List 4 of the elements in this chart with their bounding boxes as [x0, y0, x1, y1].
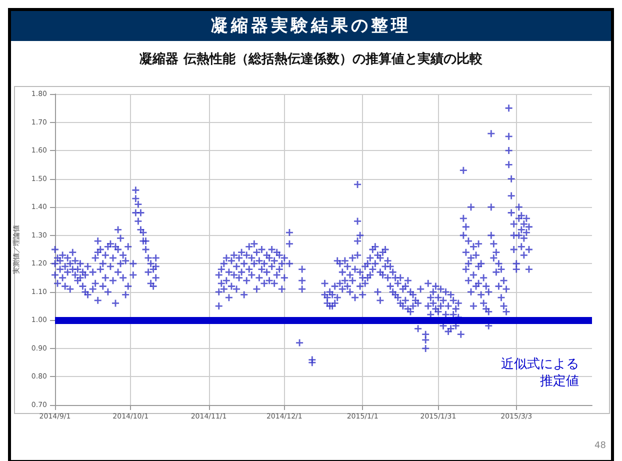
chart-subtitle: 凝縮器 伝熱性能（総括熱伝達係数）の推算値と実績の比較	[138, 50, 484, 68]
text: 48	[594, 441, 606, 451]
ref-line-label: 近似式による推定値	[501, 356, 579, 388]
chart-title: 凝縮器実験結果の整理	[11, 11, 611, 41]
